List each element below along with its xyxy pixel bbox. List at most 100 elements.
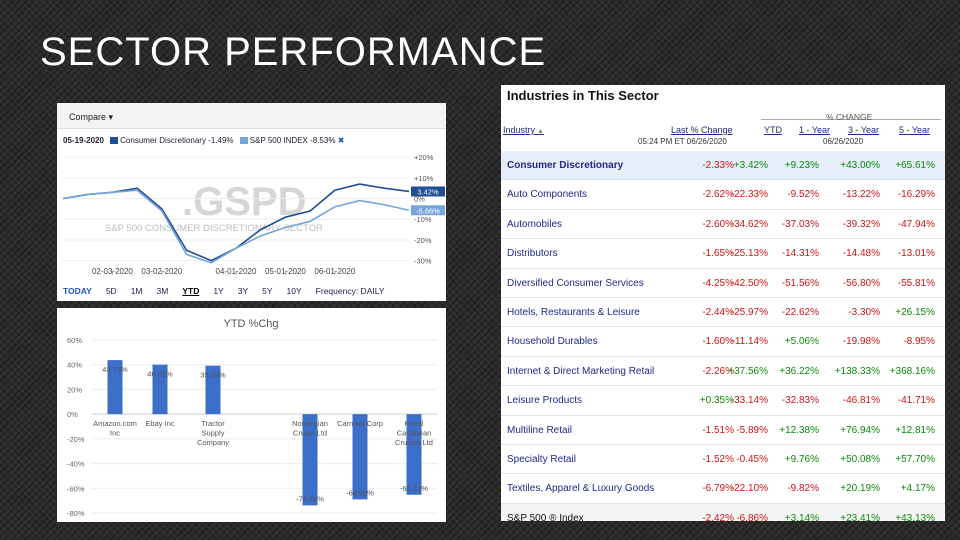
table-row[interactable]: Multiline Retail -1.51% -5.89% +12.38% +76.9… (501, 416, 945, 445)
bar-5 (406, 414, 422, 495)
table-row[interactable]: S&P 500 ® Index -2.42% -6.86% +3.14% +23.41%… (501, 503, 945, 521)
table-row[interactable]: Diversified Consumer Services -4.25% -42.5… (501, 269, 945, 298)
industry-name[interactable]: S&P 500 ® Index (507, 512, 584, 521)
timeframe-button-today[interactable]: TODAY (63, 286, 92, 296)
timeframe-button-frequency-daily[interactable]: Frequency: DAILY (315, 286, 385, 296)
header-industry[interactable]: Industry ▲ (503, 125, 544, 135)
industry-name[interactable]: Consumer Discretionary (507, 160, 624, 171)
line-x-tick: 02-03-2020 (92, 267, 133, 276)
table-row[interactable]: Hotels, Restaurants & Leisure -2.44% -25.9… (501, 298, 945, 328)
timeframe-button-1y[interactable]: 1Y (213, 286, 224, 296)
table-cell: +37.56% (728, 365, 768, 377)
table-row[interactable]: Textiles, Apparel & Luxury Goods -6.79% -2… (501, 474, 945, 504)
industry-name[interactable]: Leisure Products (507, 395, 583, 407)
line-y-tick: -10% (414, 215, 432, 224)
bar-value-label: 40.03% (147, 370, 173, 379)
industry-name[interactable]: Multiline Retail (507, 424, 573, 436)
table-row[interactable]: Household Durables -1.60% -11.14% +5.06% -19… (501, 327, 945, 357)
industry-name[interactable]: Internet & Direct Marketing Retail (507, 365, 655, 377)
timeframe-button-3m[interactable]: 3M (156, 286, 169, 296)
bar-value-label: -68.99% (346, 488, 374, 497)
table-cell: -22.62% (781, 306, 819, 318)
bar-1 (152, 364, 168, 415)
timeframe-button-1m[interactable]: 1M (130, 286, 143, 296)
header-5-year[interactable]: 5 - Year (899, 125, 931, 135)
timeframe-button-5y[interactable]: 5Y (262, 286, 273, 296)
table-cell: +76.94% (840, 424, 880, 436)
header-3-year[interactable]: 3 - Year (848, 125, 880, 135)
legend-sp500: S&P 500 INDEX -8.53% (249, 136, 336, 145)
timeframe-button-5d[interactable]: 5D (105, 286, 117, 296)
line-end-label: 3.42% (417, 187, 439, 196)
table-cell: -22.33% (730, 189, 768, 201)
compare-button[interactable]: Compare ▾ (69, 112, 114, 122)
industry-name[interactable]: Textiles, Apparel & Luxury Goods (507, 483, 655, 495)
line-series-0 (62, 183, 410, 262)
bar-y-tick: -60% (67, 484, 85, 493)
table-row[interactable]: Internet & Direct Marketing Retail -2.26%… (501, 357, 945, 387)
header-ytd[interactable]: YTD (764, 125, 782, 135)
remove-series-icon[interactable]: ✖ (337, 136, 345, 145)
industry-name[interactable]: Diversified Consumer Services (507, 277, 644, 289)
table-row[interactable]: Leisure Products +0.35% -33.14% -32.83% -46.… (501, 386, 945, 416)
table-cell: +20.19% (840, 483, 880, 495)
line-end-label-box (411, 205, 445, 216)
bar-category-label: Norwegian (292, 419, 328, 428)
pct-change-header: % CHANGE (826, 112, 873, 122)
table-row[interactable]: Automobiles -2.60% -34.62% -37.03% -39.32% -4… (501, 210, 945, 240)
table-row[interactable]: Consumer Discretionary -2.33% +3.42% +9.23%… (501, 151, 945, 181)
table-cell: -56.80% (842, 277, 880, 289)
table-title: Industries in This Sector (507, 88, 659, 103)
industry-name[interactable]: Automobiles (507, 218, 563, 230)
table-cell: +12.81% (895, 424, 935, 436)
bar-category-label: Company (197, 438, 229, 447)
industry-name[interactable]: Auto Components (507, 189, 588, 201)
bar-3 (302, 414, 318, 506)
timeframe-button-ytd[interactable]: YTD (182, 286, 200, 296)
table-cell: +3.14% (784, 512, 819, 521)
bar-category-label: Ebay Inc (145, 419, 174, 428)
table-cell: +12.38% (779, 424, 819, 436)
bar-y-tick: 0% (67, 410, 78, 419)
table-cell: -16.29% (897, 189, 935, 201)
bar-0 (107, 360, 123, 415)
table-cell: +43.00% (840, 160, 880, 171)
table-cell: -13.01% (897, 248, 935, 260)
bar-category-label: Tractor (201, 419, 225, 428)
timeframe-button-10y[interactable]: 10Y (286, 286, 302, 296)
table-cell: -6.79% (702, 483, 734, 495)
industry-name[interactable]: Distributors (507, 248, 558, 260)
industry-name[interactable]: Household Durables (507, 336, 598, 348)
table-cell: -14.31% (781, 248, 819, 260)
line-y-tick: +10% (414, 174, 434, 183)
table-cell: -1.60% (702, 336, 734, 348)
table-cell: -2.44% (702, 306, 734, 318)
table-cell: -6.86% (736, 512, 768, 521)
bar-y-tick: 20% (67, 385, 82, 394)
industry-name[interactable]: Specialty Retail (507, 453, 576, 465)
bar-chart: YTD %Chg 60% 40% 20% 0% -20% -40% -60% -80% 43.73… (67, 318, 437, 518)
table-row[interactable]: Specialty Retail -1.52% -0.45% +9.76% +50.08… (501, 445, 945, 475)
bar-y-tick: -20% (67, 435, 85, 444)
bar-category-label: Caribbean (397, 429, 432, 438)
timeframe-button-3y[interactable]: 3Y (237, 286, 249, 296)
table-cell: -25.97% (730, 306, 768, 318)
bar-category-label: Inc (110, 429, 120, 438)
slide-title: SECTOR PERFORMANCE (40, 30, 547, 74)
header-1-year[interactable]: 1 - Year (799, 125, 831, 135)
table-row[interactable]: Auto Components -2.62% -22.33% -9.52% -13.22… (501, 180, 945, 210)
bar-category-label: Supply (202, 429, 225, 438)
chart-toolbar: Compare ▾ (57, 103, 446, 129)
industry-name[interactable]: Hotels, Restaurants & Leisure (507, 306, 640, 318)
table-cell: -2.42% (702, 512, 734, 521)
line-y-tick: -20% (414, 236, 432, 245)
table-cell: +36.22% (779, 365, 819, 377)
table-cell: +5.06% (784, 336, 819, 348)
table-row[interactable]: Distributors -1.65% -25.13% -14.31% -14.48% -… (501, 239, 945, 269)
table-cell: -1.51% (702, 424, 734, 436)
bar-2 (205, 365, 221, 415)
line-series-1 (62, 189, 410, 264)
header-last-change[interactable]: Last % Change (671, 125, 733, 135)
table-cell: -2.33% (702, 160, 734, 171)
